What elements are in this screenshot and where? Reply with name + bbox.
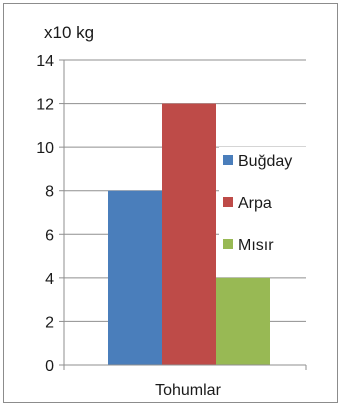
bar-chart: x10 kg 0 2 4 6 8 10 12 14 Tohumlar Buğday Arpa Mı… <box>36 23 311 399</box>
chart-frame: x10 kg 0 2 4 6 8 10 12 14 Tohumlar Buğday Arpa Mı… <box>3 3 338 403</box>
legend-label: Mısır <box>238 237 274 254</box>
legend-swatch <box>223 155 233 165</box>
y-tick-label: 4 <box>45 271 54 288</box>
y-tick-label: 12 <box>36 97 54 114</box>
y-axis: 0 2 4 6 8 10 12 14 <box>36 53 65 375</box>
bars <box>108 103 270 366</box>
y-tick-label: 10 <box>36 140 54 157</box>
legend: Buğday Arpa Mısır <box>219 147 311 257</box>
y-unit-label: x10 kg <box>44 23 94 42</box>
legend-item <box>219 147 311 173</box>
y-tick-label: 14 <box>36 53 54 70</box>
legend-label: Arpa <box>238 195 272 212</box>
legend-label: Buğday <box>238 153 292 170</box>
x-category-label: Tohumlar <box>155 382 221 399</box>
bar-2 <box>162 103 216 366</box>
x-axis: Tohumlar <box>59 364 307 399</box>
legend-swatch <box>223 197 233 207</box>
legend-item <box>219 231 311 257</box>
legend-item <box>219 189 311 215</box>
y-tick-label: 8 <box>45 184 54 201</box>
y-tick-label: 2 <box>45 314 54 331</box>
legend-swatch <box>223 239 233 249</box>
y-tick-label: 0 <box>45 358 54 375</box>
y-tick-label: 6 <box>45 227 54 244</box>
bar-1 <box>108 190 162 365</box>
bar-3 <box>216 277 270 365</box>
